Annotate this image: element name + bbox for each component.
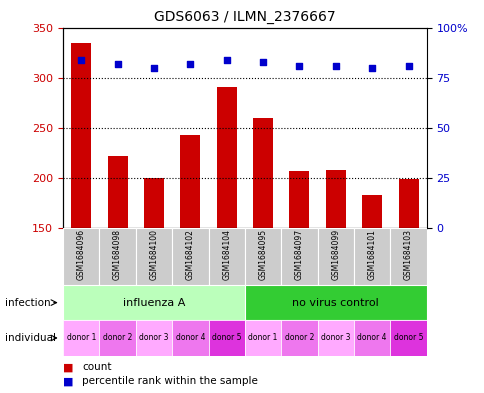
Bar xyxy=(63,320,99,356)
Text: ■: ■ xyxy=(63,362,77,373)
Text: donor 4: donor 4 xyxy=(357,334,386,342)
Text: GSM1684101: GSM1684101 xyxy=(367,229,376,280)
Bar xyxy=(107,156,127,228)
Text: donor 5: donor 5 xyxy=(393,334,423,342)
Bar xyxy=(172,228,208,285)
Point xyxy=(186,61,194,67)
Bar xyxy=(253,118,272,228)
Text: no virus control: no virus control xyxy=(292,298,378,308)
Bar xyxy=(144,178,164,228)
Bar xyxy=(317,320,353,356)
Bar xyxy=(317,228,353,285)
Point xyxy=(295,62,302,69)
Text: ■: ■ xyxy=(63,376,77,386)
Text: GSM1684099: GSM1684099 xyxy=(331,229,340,280)
Bar xyxy=(325,170,345,228)
Bar xyxy=(398,179,418,228)
Bar xyxy=(353,228,390,285)
Bar xyxy=(244,228,281,285)
Text: GSM1684100: GSM1684100 xyxy=(149,229,158,280)
Bar xyxy=(208,320,244,356)
Bar xyxy=(390,228,426,285)
Bar xyxy=(172,320,208,356)
Text: GSM1684104: GSM1684104 xyxy=(222,229,231,280)
Text: infection: infection xyxy=(5,298,50,308)
Bar xyxy=(353,320,390,356)
Bar xyxy=(216,86,236,228)
Bar xyxy=(390,320,426,356)
Point xyxy=(258,59,266,65)
Bar xyxy=(244,285,426,320)
Point xyxy=(404,62,411,69)
Point xyxy=(222,57,230,63)
Bar xyxy=(71,42,91,228)
Point xyxy=(77,57,85,63)
Text: GSM1684102: GSM1684102 xyxy=(185,229,195,280)
Bar xyxy=(99,228,136,285)
Bar xyxy=(362,195,381,228)
Text: donor 3: donor 3 xyxy=(139,334,168,342)
Text: GSM1684097: GSM1684097 xyxy=(294,229,303,280)
Text: GSM1684096: GSM1684096 xyxy=(76,229,86,280)
Bar xyxy=(244,320,281,356)
Bar xyxy=(180,135,200,228)
Bar xyxy=(136,228,172,285)
Bar xyxy=(136,320,172,356)
Bar xyxy=(63,285,244,320)
Text: GSM1684103: GSM1684103 xyxy=(403,229,412,280)
Text: donor 5: donor 5 xyxy=(212,334,241,342)
Point xyxy=(367,64,375,71)
Text: donor 4: donor 4 xyxy=(175,334,205,342)
Text: donor 2: donor 2 xyxy=(103,334,132,342)
Text: percentile rank within the sample: percentile rank within the sample xyxy=(82,376,258,386)
Text: donor 2: donor 2 xyxy=(284,334,314,342)
Bar xyxy=(208,228,244,285)
Text: count: count xyxy=(82,362,112,373)
Text: GSM1684098: GSM1684098 xyxy=(113,229,122,280)
Text: individual: individual xyxy=(5,333,56,343)
Point xyxy=(113,61,121,67)
Bar xyxy=(281,320,317,356)
Text: influenza A: influenza A xyxy=(122,298,185,308)
Text: donor 1: donor 1 xyxy=(248,334,277,342)
Text: GSM1684095: GSM1684095 xyxy=(258,229,267,280)
Point xyxy=(331,62,339,69)
Point xyxy=(150,64,157,71)
Bar xyxy=(99,320,136,356)
Text: donor 1: donor 1 xyxy=(66,334,96,342)
Text: donor 3: donor 3 xyxy=(320,334,350,342)
Bar xyxy=(289,171,309,228)
Bar xyxy=(63,228,99,285)
Bar xyxy=(281,228,317,285)
Title: GDS6063 / ILMN_2376667: GDS6063 / ILMN_2376667 xyxy=(154,10,335,24)
